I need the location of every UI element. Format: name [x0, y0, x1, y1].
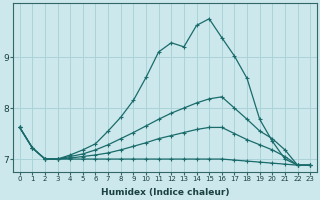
X-axis label: Humidex (Indice chaleur): Humidex (Indice chaleur)	[101, 188, 229, 197]
